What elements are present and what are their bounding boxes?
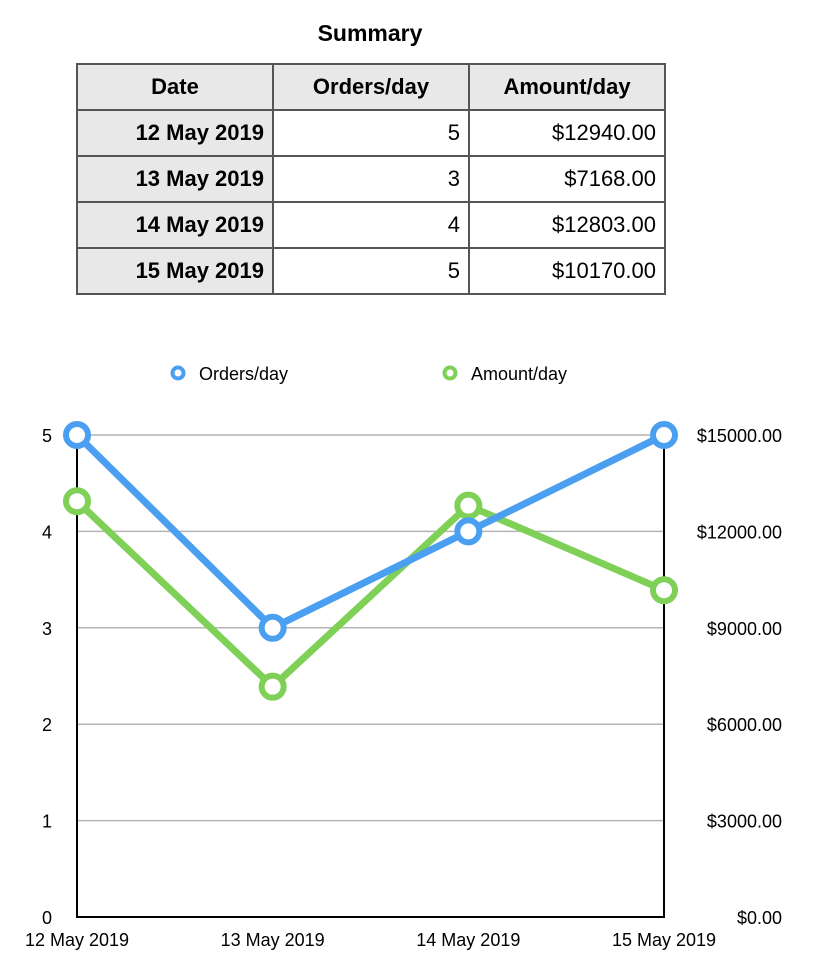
series-line [73, 431, 668, 632]
right-tick-label: $3000.00 [707, 812, 782, 832]
row-amount-cell: $10170.00 [468, 247, 666, 295]
header-amount: Amount/day [468, 63, 666, 111]
data-point [63, 421, 91, 449]
data-point [650, 421, 678, 449]
series-line [73, 497, 668, 691]
row-date-cell: 13 May 2019 [76, 155, 274, 203]
legend-marker-icon [442, 365, 458, 381]
right-tick-label: $9000.00 [707, 619, 782, 639]
data-point [258, 672, 287, 701]
right-tick-label: $12000.00 [697, 522, 782, 542]
table-title: Summary [317, 20, 423, 46]
left-tick-label: 3 [42, 619, 52, 639]
x-tick-label: 15 May 2019 [612, 930, 716, 950]
row-orders-cell: 5 [272, 109, 470, 157]
right-tick-label: $6000.00 [707, 715, 782, 735]
table-row: 13 May 2019 3 $7168.00 [76, 155, 666, 203]
legend-label: Orders/day [199, 364, 288, 384]
left-tick-label: 1 [42, 812, 52, 832]
row-date-cell: 12 May 2019 [76, 109, 274, 157]
x-tick-label: 13 May 2019 [221, 930, 325, 950]
row-orders-cell: 5 [272, 247, 470, 295]
right-tick-label: $0.00 [737, 908, 782, 928]
legend-label: Amount/day [471, 364, 567, 384]
left-tick-label: 4 [42, 522, 52, 542]
data-point [258, 613, 287, 642]
data-point [454, 517, 483, 546]
row-amount-cell: $7168.00 [468, 155, 666, 203]
data-point [63, 487, 91, 516]
data-point [650, 576, 678, 605]
left-tick-label: 2 [42, 715, 52, 735]
summary-table: Date Orders/day Amount/day 12 May 2019 5… [76, 63, 666, 295]
table-row: 12 May 2019 5 $12940.00 [76, 109, 666, 157]
row-date-cell: 15 May 2019 [76, 247, 274, 295]
header-orders: Orders/day [272, 63, 470, 111]
row-orders-cell: 4 [272, 201, 470, 249]
legend-marker-icon [170, 365, 186, 381]
x-tick-label: 14 May 2019 [416, 930, 520, 950]
x-tick-label: 12 May 2019 [25, 930, 129, 950]
row-date-cell: 14 May 2019 [76, 201, 274, 249]
table-row: 15 May 2019 5 $10170.00 [76, 247, 666, 295]
row-orders-cell: 3 [272, 155, 470, 203]
data-point [454, 491, 483, 520]
table-row: 14 May 2019 4 $12803.00 [76, 201, 666, 249]
row-amount-cell: $12940.00 [468, 109, 666, 157]
row-amount-cell: $12803.00 [468, 201, 666, 249]
right-tick-label: $15000.00 [697, 426, 782, 446]
header-date: Date [76, 63, 274, 111]
left-tick-label: 0 [42, 908, 52, 928]
left-tick-label: 5 [42, 426, 52, 446]
table-header-row: Date Orders/day Amount/day [76, 63, 666, 111]
